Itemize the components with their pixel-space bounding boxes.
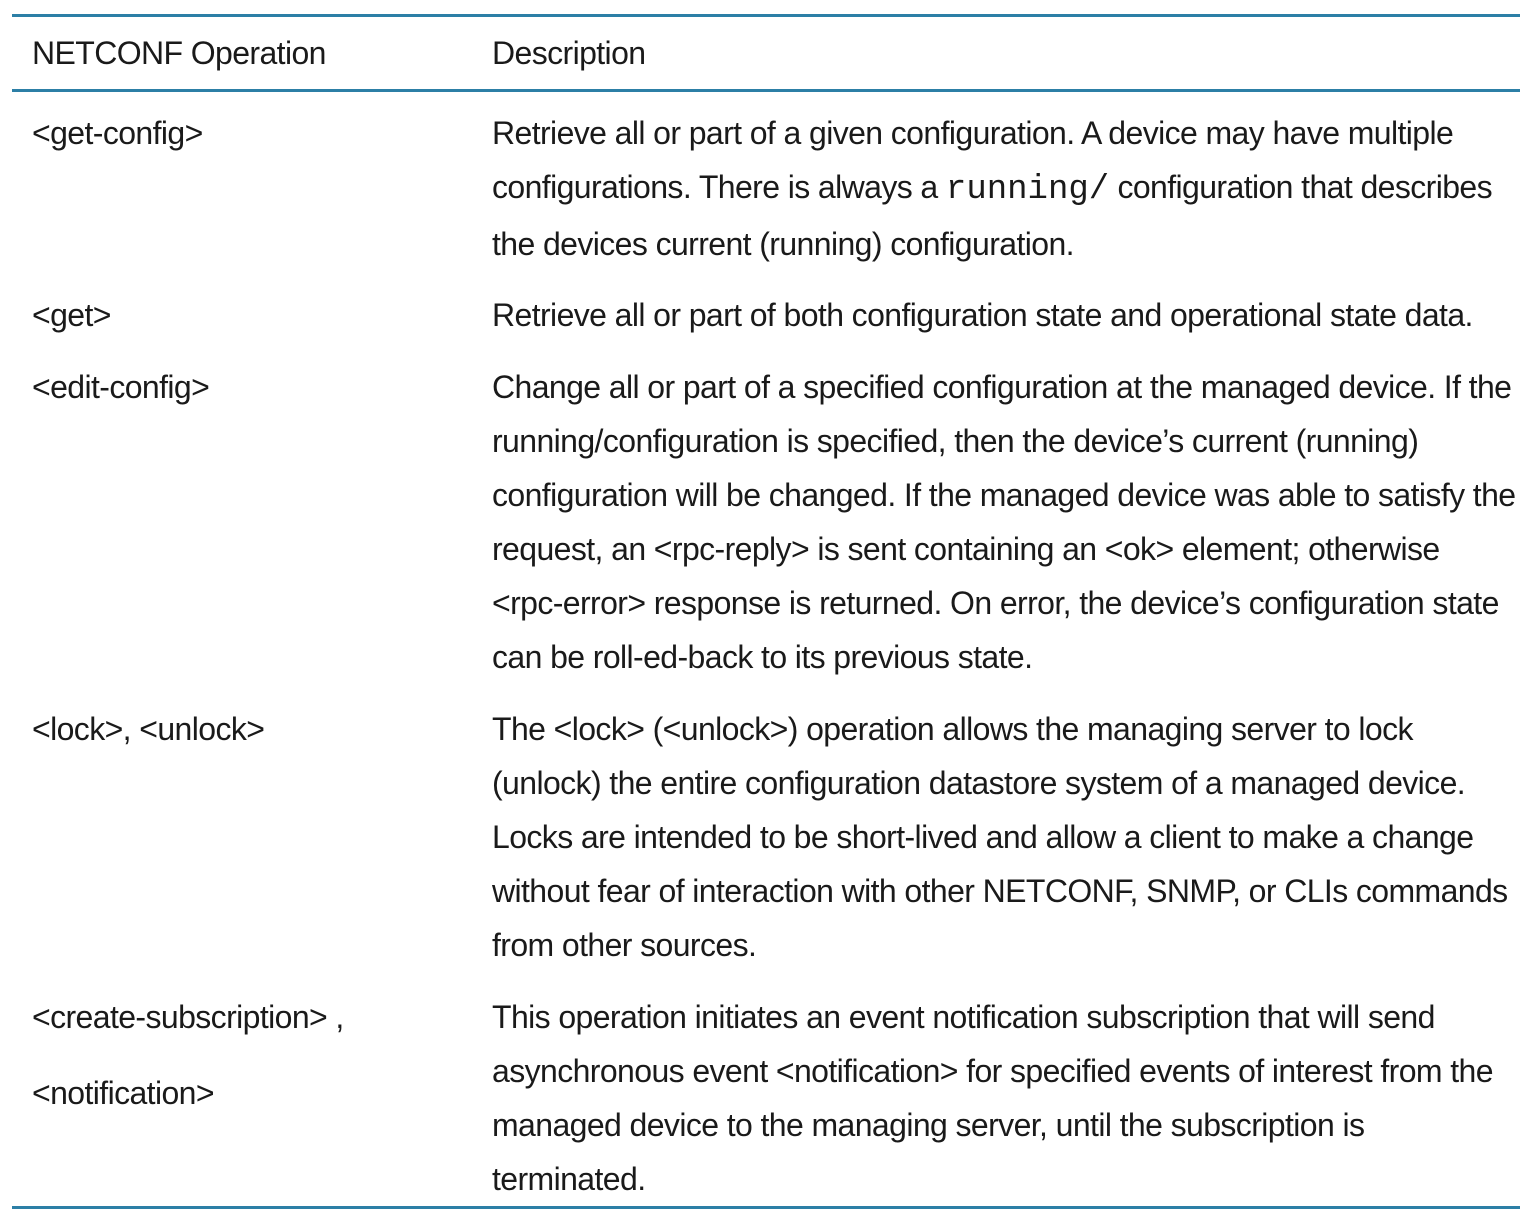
operation-text: <create-subscription> , bbox=[32, 999, 344, 1035]
operation-cell: <lock>, <unlock> bbox=[32, 711, 265, 747]
description-cell: Retrieve all or part of both configurati… bbox=[492, 297, 1473, 333]
table-row: <lock>, <unlock> The <lock> (<unlock>) o… bbox=[12, 702, 1520, 990]
operation-cell: <create-subscription> , <notification> bbox=[12, 990, 492, 1120]
description-cell: The <lock> (<unlock>) operation allows t… bbox=[492, 711, 1508, 963]
table-header-row: NETCONF Operation Description bbox=[12, 17, 1520, 89]
description-cell: Retrieve all or part of a given configur… bbox=[492, 106, 1520, 271]
operation-text-second: <notification> bbox=[32, 1075, 215, 1111]
table-row: <get-config> Retrieve all or part of a g… bbox=[12, 92, 1520, 288]
netconf-operations-table: NETCONF Operation Description <get-confi… bbox=[12, 14, 1520, 1209]
table-top-rule bbox=[12, 14, 1520, 17]
operation-cell: <edit-config> bbox=[32, 369, 210, 405]
table-row: <get> Retrieve all or part of both confi… bbox=[12, 288, 1520, 360]
table-header-rule bbox=[12, 89, 1520, 92]
table-row: <create-subscription> , <notification> T… bbox=[12, 990, 1520, 1206]
operation-cell: <get> bbox=[32, 297, 111, 333]
description-cell: This operation initiates an event notifi… bbox=[492, 999, 1494, 1197]
table-row: <edit-config> Change all or part of a sp… bbox=[12, 360, 1520, 702]
description-code: running/ bbox=[945, 171, 1110, 209]
description-cell: Change all or part of a specified config… bbox=[492, 369, 1516, 675]
header-operation: NETCONF Operation bbox=[32, 35, 326, 71]
operation-cell: <get-config> bbox=[32, 115, 203, 151]
description-text: configuration that describes the devices… bbox=[492, 169, 1493, 262]
description-text: Retrieve all or part of a given configur… bbox=[492, 115, 1454, 205]
header-description: Description bbox=[492, 35, 646, 71]
